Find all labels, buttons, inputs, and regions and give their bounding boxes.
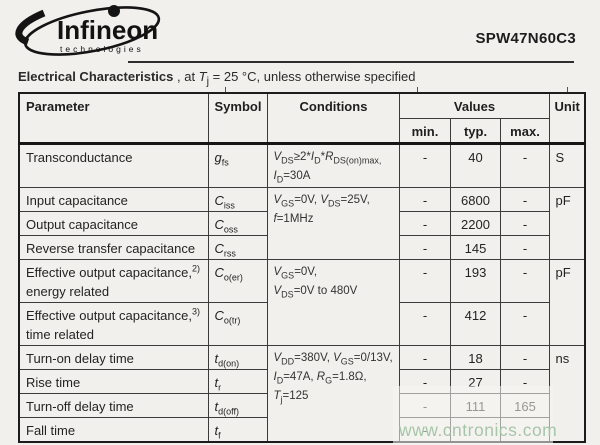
cell-min: - (398, 344, 451, 370)
cell-unit: S (548, 142, 586, 188)
cell-max: - (499, 186, 550, 212)
table-row: Input capacitance Ciss VGS=0V, VDS=25V, f… (18, 186, 586, 260)
table-row: Effective output capacitance,2) energy re… (18, 258, 586, 346)
cell-symbol: Coss (207, 210, 268, 236)
cell-typ: 193 (449, 258, 501, 303)
cell-parameter: Effective output capacitance,3) time rela… (18, 301, 209, 346)
cell-symbol: td(on) (207, 344, 268, 370)
col-header-unit: Unit (548, 92, 586, 144)
cell-max: - (499, 142, 550, 188)
electrical-characteristics-table: Parameter Symbol Conditions Values Unit … (18, 92, 586, 443)
crop-remnant-tick (417, 87, 418, 92)
table-row: Transconductance gfs VDS≥2*ID*RDS(on)max… (18, 142, 586, 188)
cell-symbol: Co(er) (207, 258, 268, 303)
table-row: Reverse transfer capacitance Crss - 145 … (18, 234, 585, 260)
cell-parameter: Turn-on delay time (18, 344, 209, 370)
header-divider (128, 61, 574, 63)
section-title-rest: , at Tj = 25 °C, unless otherwise specif… (173, 69, 416, 88)
cell-max: - (499, 301, 550, 346)
cell-typ: 40 (449, 142, 501, 188)
cell-symbol: tf (207, 416, 268, 442)
cell-unit: pF (548, 186, 586, 260)
cell-typ: 18 (449, 344, 501, 370)
section-title: Electrical Characteristics , at Tj = 25 … (18, 69, 415, 88)
cell-symbol: td(off) (207, 392, 268, 418)
cell-min: - (398, 234, 451, 260)
col-header-conditions: Conditions (266, 92, 400, 144)
logo-dot-icon (108, 5, 120, 17)
cell-typ: 2200 (449, 210, 501, 236)
cell-parameter: Reverse transfer capacitance (18, 234, 209, 260)
watermark-url-text: www.cntronics.com (399, 420, 558, 440)
crop-remnant-tick (225, 87, 226, 92)
cell-typ: 145 (449, 234, 501, 260)
cell-unit: ns (548, 344, 586, 442)
cell-conditions: VGS=0V, VDS=0V to 480V (266, 258, 400, 346)
cell-parameter: Fall time (18, 416, 209, 442)
cell-conditions: VDS≥2*ID*RDS(on)max, ID=30A (266, 142, 400, 188)
crop-remnant-tick (567, 87, 568, 92)
cell-parameter: Input capacitance (18, 186, 209, 212)
cell-max: - (499, 210, 550, 236)
cell-max: - (499, 234, 550, 260)
col-header-max: max. (499, 117, 550, 144)
cell-conditions: VDD=380V, VGS=0/13V, ID=47A, RG=1.8Ω, Tj=1… (266, 344, 400, 442)
infineon-logo-swoosh: Infineon technologies (15, 5, 161, 56)
cell-symbol: Co(tr) (207, 301, 268, 346)
watermark-blur-box (393, 386, 553, 445)
cell-parameter: Output capacitance (18, 210, 209, 236)
cell-symbol: tr (207, 368, 268, 394)
cell-min: - (398, 142, 451, 188)
cell-min: - (398, 258, 451, 303)
cell-parameter: Rise time (18, 368, 209, 394)
col-header-min: min. (398, 117, 451, 144)
infineon-logo: Infineon technologies (14, 2, 166, 67)
cell-symbol: Crss (207, 234, 268, 260)
col-header-typ: typ. (449, 117, 501, 144)
cell-parameter: Transconductance (18, 142, 209, 188)
cell-conditions: VGS=0V, VDS=25V, f=1MHz (266, 186, 400, 260)
cell-symbol: gfs (207, 142, 268, 188)
col-header-symbol: Symbol (207, 92, 268, 144)
cell-typ: 6800 (449, 186, 501, 212)
table-row: Output capacitance Coss - 2200 - (18, 210, 585, 236)
cell-max: - (499, 258, 550, 303)
table-row: Turn-on delay time td(on) VDD=380V, VGS=… (18, 344, 586, 442)
logo-brand-subtext: technologies (60, 44, 144, 54)
part-number: SPW47N60C3 (475, 30, 576, 47)
logo-brand-text: Infineon (57, 15, 158, 45)
cell-typ: 412 (449, 301, 501, 346)
cell-symbol: Ciss (207, 186, 268, 212)
cell-parameter: Turn-off delay time (18, 392, 209, 418)
cell-unit: pF (548, 258, 586, 346)
cell-min: - (398, 186, 451, 212)
cell-min: - (398, 210, 451, 236)
cell-parameter: Effective output capacitance,2) energy re… (18, 258, 209, 303)
col-header-parameter: Parameter (18, 92, 209, 144)
cell-min: - (398, 301, 451, 346)
cell-max: - (499, 344, 550, 370)
col-header-values: Values (398, 92, 550, 119)
section-title-bold: Electrical Characteristics (18, 69, 174, 84)
